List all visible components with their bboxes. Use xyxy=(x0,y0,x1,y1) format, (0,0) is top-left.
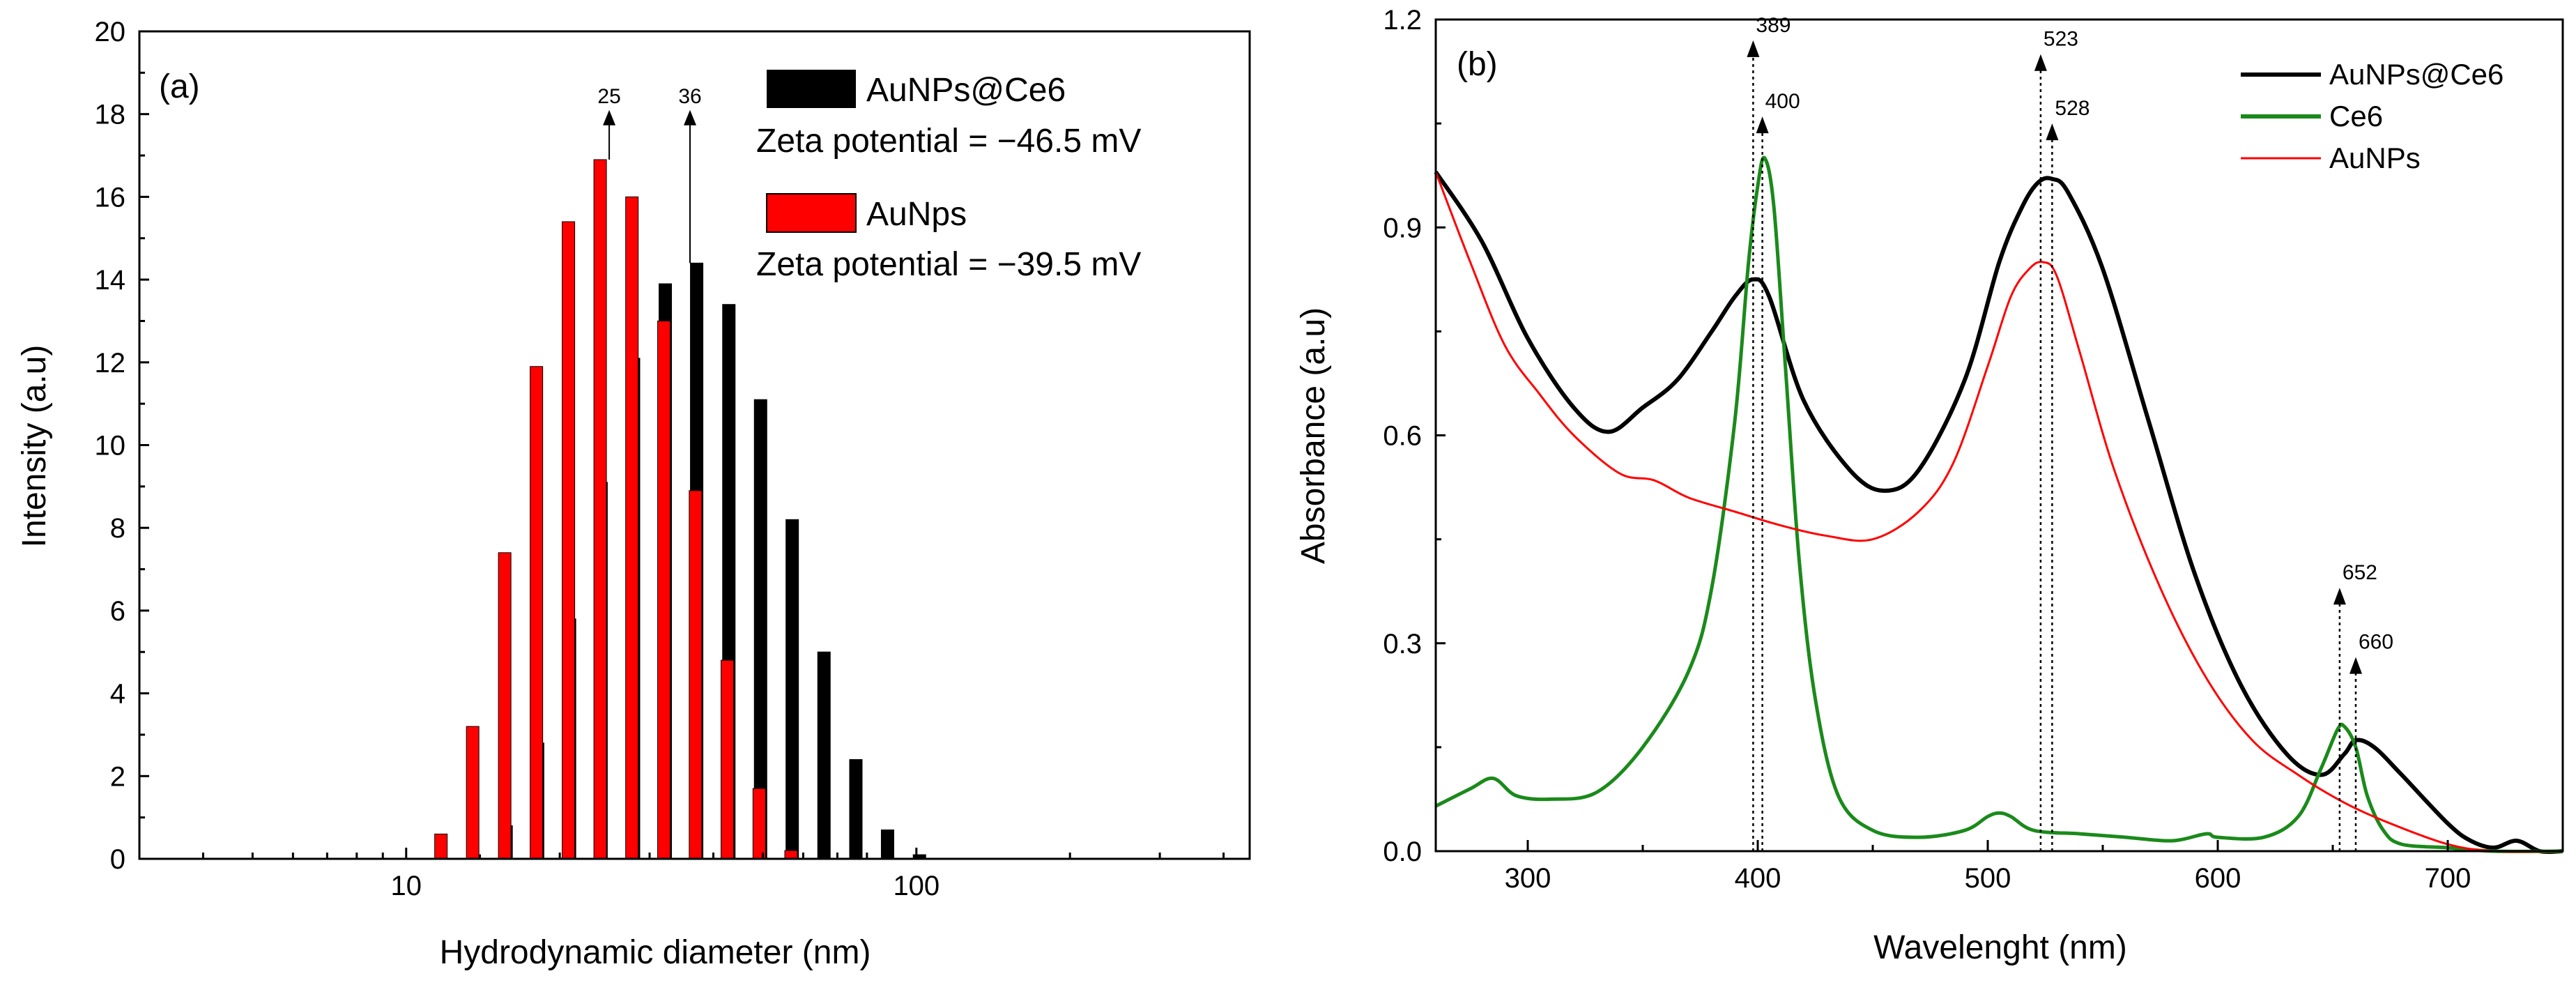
panel-b-legend: AuNPs@Ce6 Ce6 AuNPs xyxy=(2241,58,2504,174)
legend-swatch-aunps-ce6 xyxy=(767,70,856,108)
x-tick-label: 500 xyxy=(1965,863,2011,894)
x-tick-label: 10 xyxy=(391,871,422,901)
line-ce6 xyxy=(1434,155,2563,853)
bar-aunps-10 xyxy=(752,788,766,860)
legend-label-aunps-ce6-b: AuNPs@Ce6 xyxy=(2329,58,2504,91)
legend-label-aunps: AuNps xyxy=(866,196,967,233)
line-aunps xyxy=(1434,171,2563,853)
bar-aunps-8 xyxy=(689,490,703,860)
x-tick-label: 300 xyxy=(1505,863,1551,894)
panel-a-legend: AuNPs@Ce6 Zeta potential = −46.5 mV AuNp… xyxy=(756,70,1141,283)
bar-aunps-2 xyxy=(498,552,512,860)
panel-b-x-axis-title: Wavelenght (nm) xyxy=(1873,929,2127,966)
bar-aunps-ce6-11 xyxy=(817,651,831,860)
legend-swatch-aunps xyxy=(766,193,857,233)
bar-aunps-7 xyxy=(657,320,671,860)
y-tick-label: 0.6 xyxy=(1383,421,1422,452)
panel-a-size-distribution: 25 36 0 2 4 6 8 10 12 14 16 18 20 10 100 (a) Hydrody… xyxy=(16,17,1251,971)
x-tick-label: 100 xyxy=(893,871,940,901)
x-tick-label: 700 xyxy=(2425,863,2471,894)
x-tick-label: 600 xyxy=(2195,863,2241,894)
y-tick-label: 0.0 xyxy=(1383,837,1422,867)
peak-label-25: 25 xyxy=(597,85,620,108)
y-tick-label: 12 xyxy=(95,348,126,379)
y-tick-label: 1.2 xyxy=(1383,5,1422,36)
y-tick-label: 6 xyxy=(110,596,125,627)
panel-b-y-ticks: 0.0 0.3 0.6 0.9 1.2 xyxy=(1383,5,1446,867)
y-tick-label: 14 xyxy=(95,265,126,296)
panel-a-label: (a) xyxy=(159,68,200,105)
peak-marker-arrow-652 xyxy=(2333,588,2346,605)
line-aunps-ce6 xyxy=(1434,171,2563,855)
panel-b-uv-vis-spectra: 389 400 523 528 652 660 0.0 0.3 0.6 0.9 1.2 300 40… xyxy=(1295,5,2564,966)
peak-marker-label-660: 660 xyxy=(2359,631,2393,654)
panel-a-y-ticks: 0 2 4 6 8 10 12 14 16 18 20 xyxy=(95,17,149,875)
y-tick-label: 16 xyxy=(95,182,126,213)
panel-a-y-axis-title: Intensity (a.u) xyxy=(16,345,53,548)
peak-label-36: 36 xyxy=(678,85,701,108)
peak-marker-label-400: 400 xyxy=(1765,90,1800,113)
panel-b-y-axis-title: Absorbance (a.u) xyxy=(1295,307,1332,564)
panel-b-spectra-lines xyxy=(1434,155,2563,855)
bar-aunps-ce6-10 xyxy=(785,519,799,860)
peak-marker-arrow-389 xyxy=(1747,40,1760,57)
bar-aunps-0 xyxy=(434,833,448,860)
panel-a-x-axis-title: Hydrodynamic diameter (nm) xyxy=(440,934,871,971)
bar-aunps-1 xyxy=(466,726,480,860)
y-tick-label: 0 xyxy=(110,844,125,875)
y-tick-label: 8 xyxy=(110,513,125,544)
panel-a-peak-arrows: 25 36 xyxy=(597,85,702,264)
bar-aunps-11 xyxy=(784,850,798,860)
y-tick-label: 20 xyxy=(95,17,126,47)
peak-marker-label-523: 523 xyxy=(2044,28,2078,51)
peak-marker-label-389: 389 xyxy=(1756,14,1791,37)
panel-a-x-ticks: 10 100 xyxy=(138,848,1225,901)
y-tick-label: 2 xyxy=(110,761,125,792)
y-tick-label: 0.3 xyxy=(1383,629,1422,659)
peak-arrow-head-36 xyxy=(684,109,697,125)
y-tick-label: 4 xyxy=(110,679,125,710)
bar-aunps-3 xyxy=(530,366,544,860)
bar-aunps-ce6-13 xyxy=(880,829,894,860)
bar-aunps-9 xyxy=(721,659,735,860)
panel-b-x-ticks: 300 400 500 600 700 xyxy=(1505,840,2564,894)
panel-b-label: (b) xyxy=(1457,46,1498,83)
y-tick-label: 0.9 xyxy=(1383,213,1422,243)
bar-aunps-6 xyxy=(625,196,639,860)
y-tick-label: 18 xyxy=(95,100,126,130)
peak-arrow-head-25 xyxy=(603,109,616,125)
peak-marker-label-652: 652 xyxy=(2343,561,2377,584)
bar-aunps-5 xyxy=(593,159,607,860)
peak-marker-arrow-523 xyxy=(2034,54,2047,71)
peak-marker-arrow-528 xyxy=(2046,123,2059,141)
peak-marker-arrow-660 xyxy=(2349,657,2362,674)
legend-zeta-aunps-ce6: Zeta potential = −46.5 mV xyxy=(756,123,1141,160)
panel-a-bars xyxy=(434,159,926,860)
legend-zeta-aunps: Zeta potential = −39.5 mV xyxy=(756,246,1141,283)
legend-label-ce6: Ce6 xyxy=(2329,100,2383,132)
y-tick-label: 10 xyxy=(95,431,126,461)
legend-label-aunps-b: AuNPs xyxy=(2329,142,2421,174)
peak-marker-label-528: 528 xyxy=(2055,97,2090,120)
panel-b-peak-markers: 389 400 523 528 652 660 xyxy=(1747,14,2393,851)
legend-label-aunps-ce6: AuNPs@Ce6 xyxy=(866,72,1066,109)
bar-aunps-4 xyxy=(562,221,576,860)
peak-marker-arrow-400 xyxy=(1756,116,1769,134)
x-tick-label: 400 xyxy=(1735,863,1781,894)
bar-aunps-ce6-12 xyxy=(849,759,863,860)
